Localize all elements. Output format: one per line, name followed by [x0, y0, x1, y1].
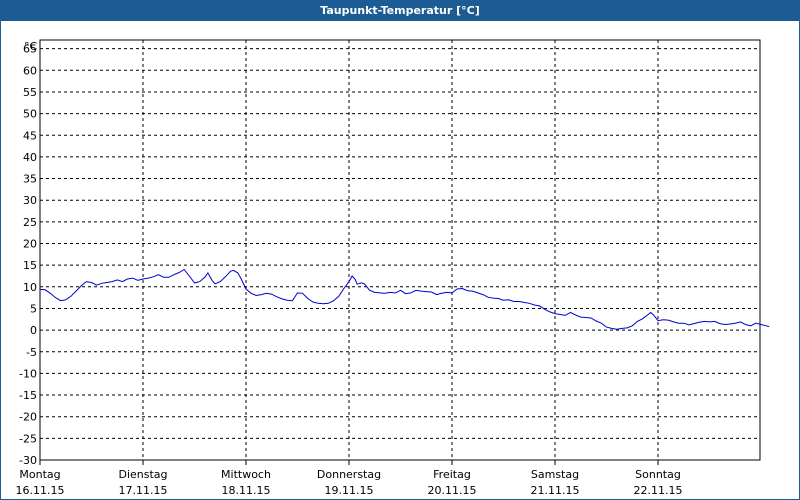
- x-tick-day-label: Mittwoch: [221, 468, 271, 481]
- y-tick-label: 50: [23, 108, 37, 121]
- dewpoint-series-line: [39, 268, 770, 330]
- y-tick-label: -15: [19, 389, 37, 402]
- y-axis-ticks: 65605550454035302520151050-5-10-15-20-25…: [19, 43, 37, 467]
- x-tick-date-label: 16.11.15: [16, 484, 65, 497]
- x-tick-day-label: Montag: [19, 468, 60, 481]
- x-tick-day-label: Donnerstag: [317, 468, 381, 481]
- x-tick-day-label: Sonntag: [635, 468, 681, 481]
- y-tick-label: 20: [23, 238, 37, 251]
- y-tick-label: 15: [23, 259, 37, 272]
- y-axis-unit-label: °C: [24, 40, 38, 53]
- x-tick-date-label: 20.11.15: [428, 484, 477, 497]
- x-tick-date-label: 18.11.15: [222, 484, 271, 497]
- x-tick-date-label: 22.11.15: [634, 484, 683, 497]
- y-tick-label: -5: [26, 346, 37, 359]
- y-tick-label: 30: [23, 194, 37, 207]
- x-tick-day-label: Dienstag: [118, 468, 167, 481]
- y-tick-label: 60: [23, 64, 37, 77]
- y-tick-label: -25: [19, 432, 37, 445]
- x-tick-date-label: 19.11.15: [325, 484, 374, 497]
- y-tick-label: 0: [30, 324, 37, 337]
- x-tick-date-label: 17.11.15: [119, 484, 168, 497]
- x-tick-day-label: Samstag: [531, 468, 579, 481]
- y-tick-label: 40: [23, 151, 37, 164]
- y-tick-label: 45: [23, 129, 37, 142]
- y-tick-label: 65: [23, 43, 37, 56]
- y-tick-label: 55: [23, 86, 37, 99]
- y-tick-label: -10: [19, 367, 37, 380]
- grid-lines: [40, 40, 760, 461]
- y-tick-label: -20: [19, 411, 37, 424]
- x-tick-day-label: Freitag: [433, 468, 471, 481]
- y-tick-label: -30: [19, 454, 37, 467]
- y-tick-label: 5: [30, 302, 37, 315]
- x-tick-date-label: 21.11.15: [531, 484, 580, 497]
- y-tick-label: 35: [23, 173, 37, 186]
- series-group: [39, 268, 770, 330]
- chart-title: Taupunkt-Temperatur [°C]: [1, 1, 799, 21]
- plot-area-border: [39, 39, 761, 461]
- x-axis-ticks: Montag 16.11.15 Dienstag 17.11.15 Mittwoch 18…: [16, 460, 683, 497]
- y-tick-label: 10: [23, 281, 37, 294]
- y-tick-label: 25: [23, 216, 37, 229]
